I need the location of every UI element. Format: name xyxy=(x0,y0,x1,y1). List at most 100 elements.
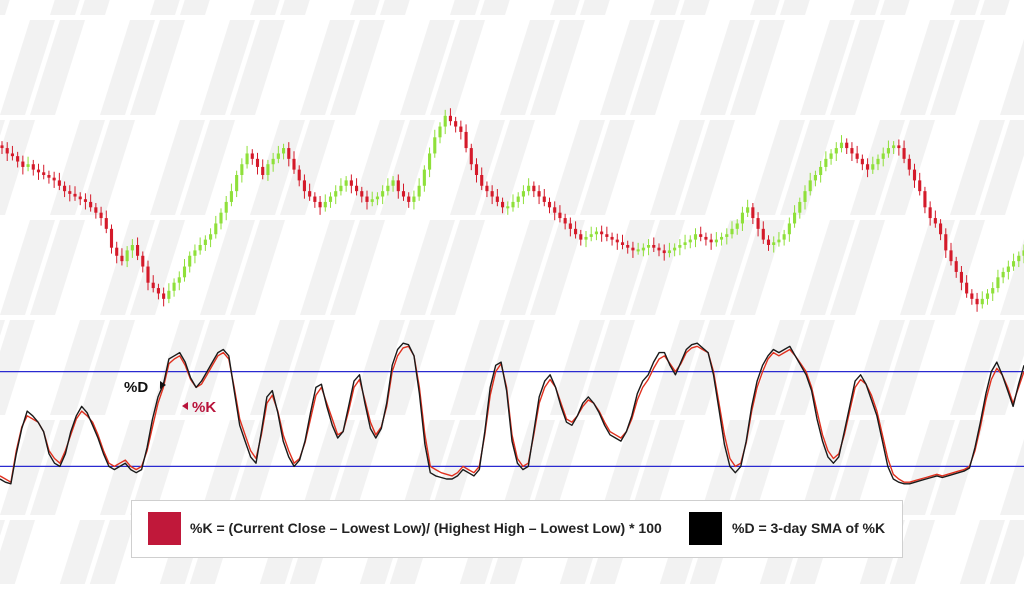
candle-body xyxy=(485,185,489,192)
candle-body xyxy=(542,196,546,202)
watermark-stripe xyxy=(700,220,755,315)
watermark-stripe xyxy=(550,0,580,15)
candle-body xyxy=(360,191,364,197)
watermark-stripe xyxy=(350,0,380,15)
candle-body xyxy=(469,148,473,165)
watermark-stripe xyxy=(0,120,5,136)
candle-body xyxy=(287,148,291,159)
candle-body xyxy=(673,247,677,251)
k-legend-swatch xyxy=(148,512,181,545)
candle-body xyxy=(620,242,625,245)
candle-body xyxy=(730,228,734,235)
candle-body xyxy=(693,234,698,240)
k-marker-label: %K xyxy=(192,399,216,416)
candle-body xyxy=(255,158,260,167)
candle-body xyxy=(824,158,828,167)
candle-body xyxy=(683,242,687,245)
watermark-stripe xyxy=(930,420,985,515)
price-candlestick-chart xyxy=(0,108,1024,312)
candle-body xyxy=(375,196,379,200)
candle-body xyxy=(428,153,432,170)
candle-body xyxy=(266,164,270,175)
candle-body xyxy=(151,282,155,289)
candle-body xyxy=(42,172,46,175)
candle-body xyxy=(412,196,416,202)
watermark-stripe xyxy=(900,420,955,515)
candle-body xyxy=(16,156,20,162)
watermark-stripe xyxy=(630,20,685,115)
candle-body xyxy=(610,236,614,240)
watermark-stripe xyxy=(250,320,305,415)
watermark-stripe xyxy=(580,320,635,415)
watermark-stripe xyxy=(0,20,55,115)
watermark-stripe xyxy=(130,220,185,315)
candle-body xyxy=(219,212,223,224)
candle-body xyxy=(761,228,765,240)
candle-body xyxy=(866,164,870,170)
candle-body xyxy=(443,115,447,127)
candle-body xyxy=(203,239,207,245)
candle-body xyxy=(662,250,666,254)
watermark-stripe xyxy=(600,420,655,515)
watermark-stripe xyxy=(730,20,785,115)
candle-body xyxy=(224,201,228,213)
candle-body xyxy=(641,247,645,251)
candle-body xyxy=(636,249,640,252)
watermark-stripe xyxy=(80,120,135,215)
candle-body xyxy=(417,185,421,197)
candle-body xyxy=(474,164,479,175)
candle-body xyxy=(944,234,948,251)
watermark-stripe xyxy=(950,120,1005,215)
candle-body xyxy=(276,153,280,159)
candle-body xyxy=(1006,266,1010,272)
watermark-stripe xyxy=(500,20,555,115)
candle-body xyxy=(605,234,609,237)
watermark-stripe xyxy=(880,120,935,215)
candle-body xyxy=(464,131,468,149)
candle-body xyxy=(584,236,588,240)
watermark-stripe xyxy=(280,320,335,415)
candle-body xyxy=(897,145,901,149)
candle-body xyxy=(214,223,218,235)
watermark-stripe xyxy=(380,0,410,15)
candle-body xyxy=(860,158,864,165)
watermark-stripe xyxy=(750,120,805,215)
candle-body xyxy=(579,234,583,240)
candle-body xyxy=(740,212,744,224)
candle-body xyxy=(245,153,249,165)
watermark-stripe xyxy=(80,320,135,415)
candle-body xyxy=(26,164,30,167)
candle-body xyxy=(78,196,82,200)
candle-body xyxy=(965,282,969,294)
watermark-stripe xyxy=(50,0,80,15)
watermark-stripe xyxy=(850,0,880,15)
candle-body xyxy=(699,234,703,237)
watermark-stripe xyxy=(988,520,1024,589)
candle-body xyxy=(720,236,724,240)
watermark-stripe xyxy=(150,320,205,415)
watermark-stripe xyxy=(830,20,885,115)
candle-body xyxy=(845,142,849,149)
watermark-stripe xyxy=(400,420,455,515)
candle-body xyxy=(495,196,499,202)
watermark-stripe xyxy=(550,320,605,415)
candle-body xyxy=(188,255,192,267)
watermark-stripe xyxy=(480,120,535,215)
candle-body xyxy=(886,148,890,154)
watermark-stripe xyxy=(100,20,155,115)
candle-body xyxy=(511,201,515,208)
candle-body xyxy=(594,231,598,235)
candle-body xyxy=(902,148,906,159)
watermark-stripe xyxy=(958,520,1005,589)
watermark-stripe xyxy=(380,320,435,415)
candle-body xyxy=(532,185,536,192)
watermark-stripe xyxy=(0,420,55,515)
candle-body xyxy=(808,180,812,192)
candle-body xyxy=(772,242,776,245)
candle-body xyxy=(57,180,61,186)
watermark-stripe xyxy=(480,0,510,15)
candle-body xyxy=(125,250,129,262)
candle-body xyxy=(0,145,4,149)
watermark-stripe xyxy=(600,220,655,315)
watermark-stripe xyxy=(950,320,1005,415)
